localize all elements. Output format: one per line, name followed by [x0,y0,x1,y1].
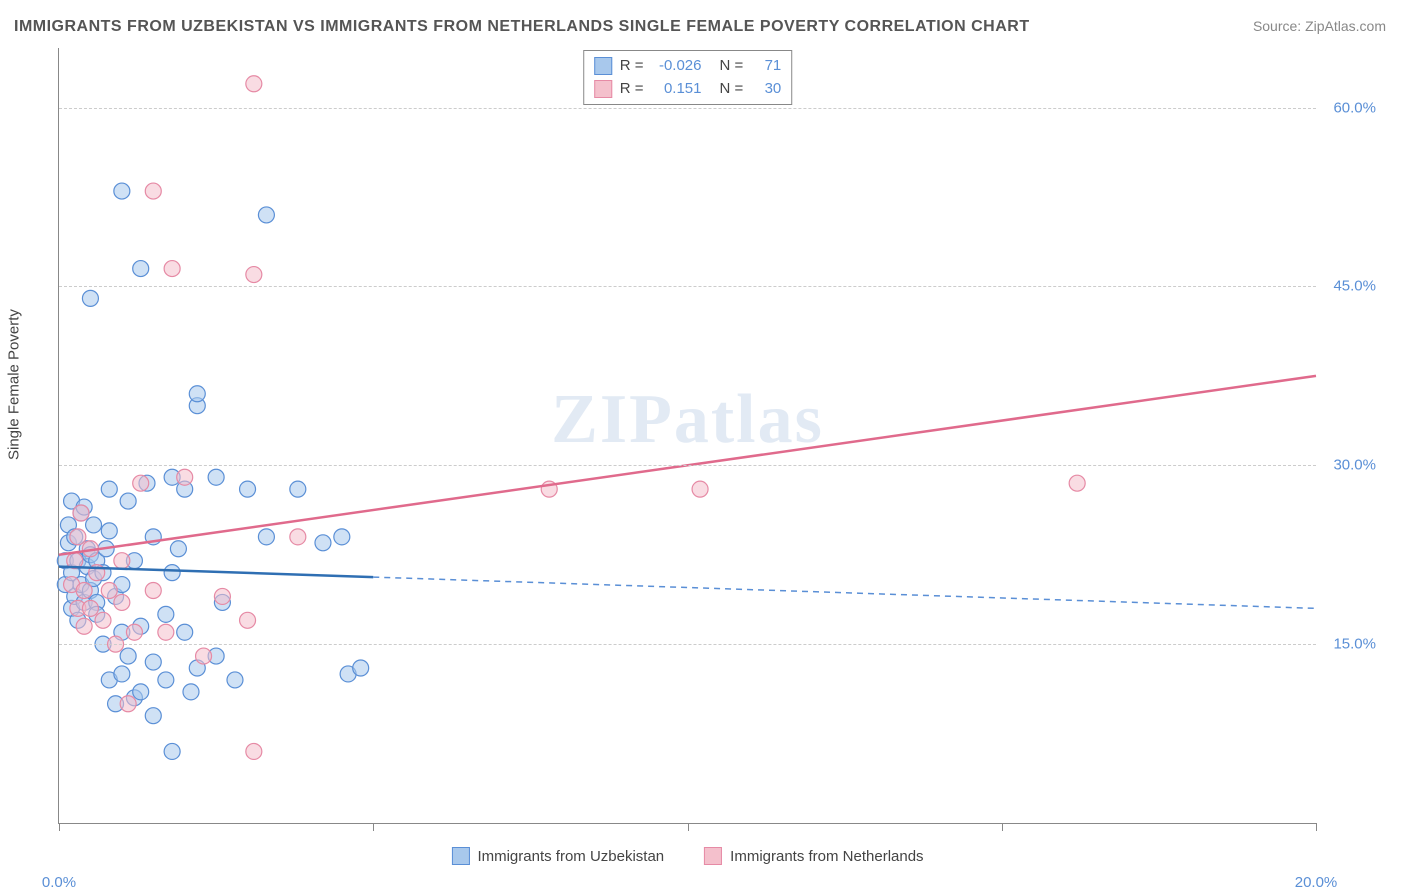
data-point [101,481,117,497]
data-point [183,684,199,700]
y-tick-label: 15.0% [1333,636,1376,653]
legend-label: Immigrants from Netherlands [730,848,923,865]
stats-legend: R = -0.026 N = 71 R = 0.151 N = 30 [583,50,793,105]
chart-title: IMMIGRANTS FROM UZBEKISTAN VS IMMIGRANTS… [14,18,1030,36]
data-point [114,183,130,199]
data-point [258,207,274,223]
data-point [258,529,274,545]
n-value: 71 [751,55,781,78]
legend-swatch [594,57,612,75]
data-point [73,505,89,521]
data-point [692,481,708,497]
x-tick [59,823,60,831]
y-axis-label: Single Female Poverty [6,309,23,460]
data-point [240,481,256,497]
data-point [158,672,174,688]
data-point [145,583,161,599]
data-point [214,588,230,604]
data-point [164,261,180,277]
data-point [70,529,86,545]
gridline-h [59,465,1316,466]
data-point [290,481,306,497]
data-point [82,290,98,306]
data-point [114,553,130,569]
source-label: Source: ZipAtlas.com [1253,18,1386,34]
data-point [120,493,136,509]
data-point [246,267,262,283]
gridline-h [59,108,1316,109]
plot-area: ZIPatlas R =-0.026N =71R =0.151N =30 Imm… [58,48,1316,824]
stats-row: R = -0.026 N = 71 [594,55,782,78]
data-point [158,624,174,640]
r-label: R = [620,78,644,101]
data-point [1069,475,1085,491]
data-point [86,517,102,533]
gridline-h [59,286,1316,287]
data-point [158,606,174,622]
data-point [133,475,149,491]
data-point [189,386,205,402]
legend-label: Immigrants from Uzbekistan [477,848,664,865]
data-point [133,684,149,700]
legend-item: Immigrants from Uzbekistan [451,847,664,865]
data-point [114,594,130,610]
data-point [240,612,256,628]
data-point [114,666,130,682]
r-value: -0.026 [652,55,702,78]
data-point [120,648,136,664]
data-point [208,469,224,485]
data-point [145,183,161,199]
data-point [101,523,117,539]
data-point [120,696,136,712]
gridline-h [59,644,1316,645]
n-value: 30 [751,78,781,101]
r-value: 0.151 [652,78,702,101]
data-point [164,743,180,759]
data-point [196,648,212,664]
data-point [164,565,180,581]
x-tick [1316,823,1317,831]
data-point [133,261,149,277]
legend-item: Immigrants from Netherlands [704,847,923,865]
data-point [334,529,350,545]
x-tick [688,823,689,831]
legend-swatch [594,80,612,98]
plot-svg [59,48,1316,823]
n-label: N = [720,78,744,101]
data-point [126,624,142,640]
n-label: N = [720,55,744,78]
regression-line-dashed [373,577,1316,608]
legend-swatch [704,847,722,865]
legend-swatch [451,847,469,865]
data-point [290,529,306,545]
data-point [76,618,92,634]
data-point [353,660,369,676]
x-tick-label: 20.0% [1295,874,1338,891]
data-point [95,612,111,628]
data-point [82,600,98,616]
x-tick [373,823,374,831]
data-point [177,469,193,485]
bottom-legend: Immigrants from Uzbekistan Immigrants fro… [451,847,923,865]
data-point [177,624,193,640]
data-point [246,76,262,92]
data-point [101,583,117,599]
data-point [170,541,186,557]
data-point [145,708,161,724]
data-point [246,743,262,759]
y-tick-label: 60.0% [1333,99,1376,116]
x-tick [1002,823,1003,831]
data-point [227,672,243,688]
data-point [315,535,331,551]
chart-container: Single Female Poverty ZIPatlas R =-0.026… [14,48,1386,872]
y-tick-label: 30.0% [1333,457,1376,474]
r-label: R = [620,55,644,78]
data-point [76,583,92,599]
stats-row: R = 0.151 N = 30 [594,78,782,101]
data-point [145,654,161,670]
x-tick-label: 0.0% [42,874,76,891]
y-tick-label: 45.0% [1333,278,1376,295]
